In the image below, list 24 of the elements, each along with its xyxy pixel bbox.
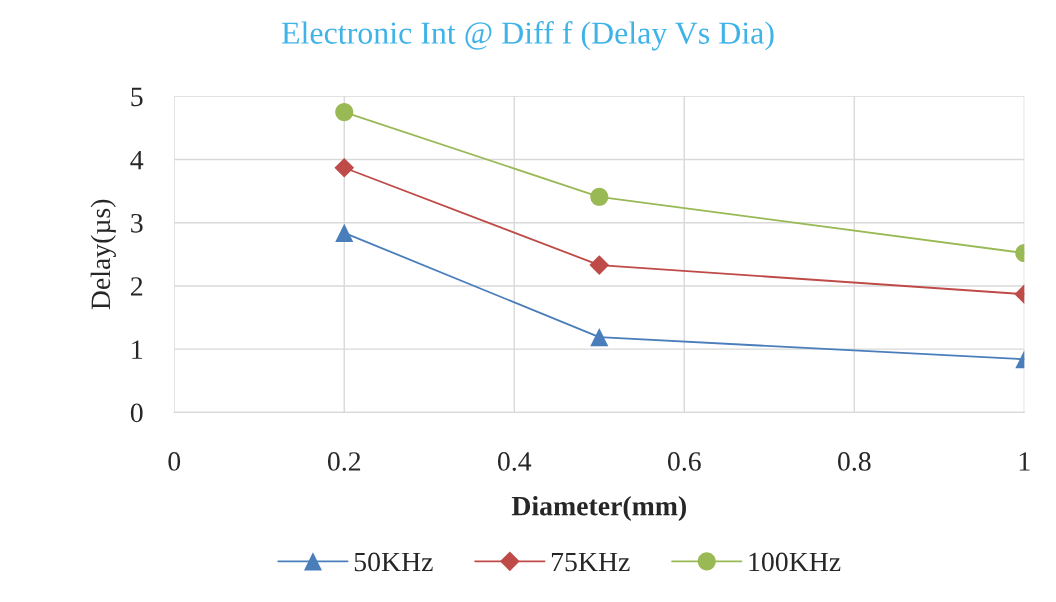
x-tick-label: 0 xyxy=(168,452,181,471)
y-axis-title: Delay(µs) xyxy=(90,199,116,310)
y-tick-label: 2 xyxy=(131,277,143,296)
legend-label: 50KHz xyxy=(354,552,433,572)
x-axis-title: Diameter(mm) xyxy=(511,495,686,522)
y-tick-label: 3 xyxy=(131,213,143,233)
point xyxy=(590,328,609,347)
x-tick-label: 1 xyxy=(1019,452,1030,471)
chart-title: Electronic Int @ Diff f (Delay Vs Dia) xyxy=(281,21,774,51)
x-tick-label: 0.8 xyxy=(838,452,871,471)
legend-label: 100KHz xyxy=(749,552,841,572)
point xyxy=(590,187,609,206)
y-tick-label: 5 xyxy=(131,87,143,107)
x-tick-label: 0.6 xyxy=(667,452,701,471)
legend-label: 75KHz xyxy=(551,552,630,572)
point xyxy=(589,255,610,275)
y-tick-label: 0 xyxy=(130,403,143,423)
x-tick-label: 0.2 xyxy=(327,452,361,471)
point xyxy=(335,223,354,242)
point xyxy=(335,103,354,122)
point xyxy=(334,157,355,178)
y-tick-label: 4 xyxy=(130,150,144,170)
y-tick-label: 1 xyxy=(132,340,143,359)
x-tick-label: 0.4 xyxy=(497,452,532,471)
